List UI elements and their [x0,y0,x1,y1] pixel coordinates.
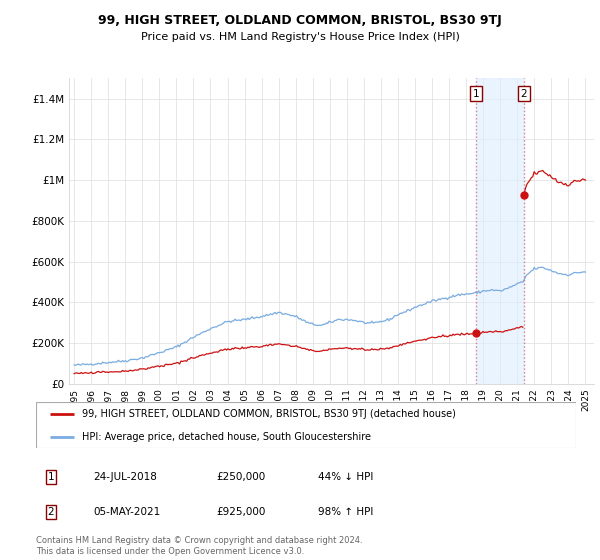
Text: 1: 1 [47,472,55,482]
Text: 99, HIGH STREET, OLDLAND COMMON, BRISTOL, BS30 9TJ (detached house): 99, HIGH STREET, OLDLAND COMMON, BRISTOL… [82,409,456,418]
Text: Price paid vs. HM Land Registry's House Price Index (HPI): Price paid vs. HM Land Registry's House … [140,32,460,43]
Text: £250,000: £250,000 [216,472,265,482]
Text: 2: 2 [47,507,55,517]
Text: 1: 1 [472,88,479,99]
Text: HPI: Average price, detached house, South Gloucestershire: HPI: Average price, detached house, Sout… [82,432,371,441]
Text: 99, HIGH STREET, OLDLAND COMMON, BRISTOL, BS30 9TJ: 99, HIGH STREET, OLDLAND COMMON, BRISTOL… [98,14,502,27]
Text: 44% ↓ HPI: 44% ↓ HPI [318,472,373,482]
Bar [476,78,524,384]
Text: 05-MAY-2021: 05-MAY-2021 [93,507,160,517]
Text: 2: 2 [520,88,527,99]
Text: 98% ↑ HPI: 98% ↑ HPI [318,507,373,517]
FancyBboxPatch shape [36,402,576,448]
Text: 24-JUL-2018: 24-JUL-2018 [93,472,157,482]
Text: £925,000: £925,000 [216,507,265,517]
Text: Contains HM Land Registry data © Crown copyright and database right 2024.
This d: Contains HM Land Registry data © Crown c… [36,536,362,556]
